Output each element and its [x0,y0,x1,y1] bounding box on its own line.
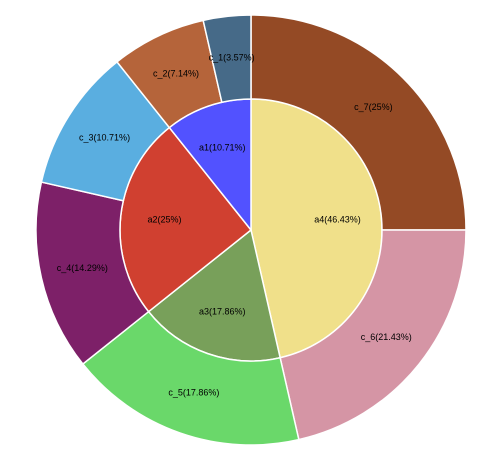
slice-label: a2(25%) [148,215,182,225]
slice [250,14,467,231]
slice-label: a3(17.86%) [199,306,246,316]
slice [279,229,467,441]
slice-label: c_1(3.57%) [209,52,255,62]
slice-label: c_6(21.43%) [361,332,412,342]
slice-label: c_5(17.86%) [168,388,219,398]
slice [202,14,252,104]
slice-label: c_7(25%) [354,102,393,112]
slice-label: a1(10.71%) [199,142,246,152]
slice-label: c_4(14.29%) [57,263,108,273]
slice-label: c_3(10.71%) [79,132,130,142]
slice-label: a4(46.43%) [314,215,361,225]
slice-label: c_2(7.14%) [153,68,199,78]
